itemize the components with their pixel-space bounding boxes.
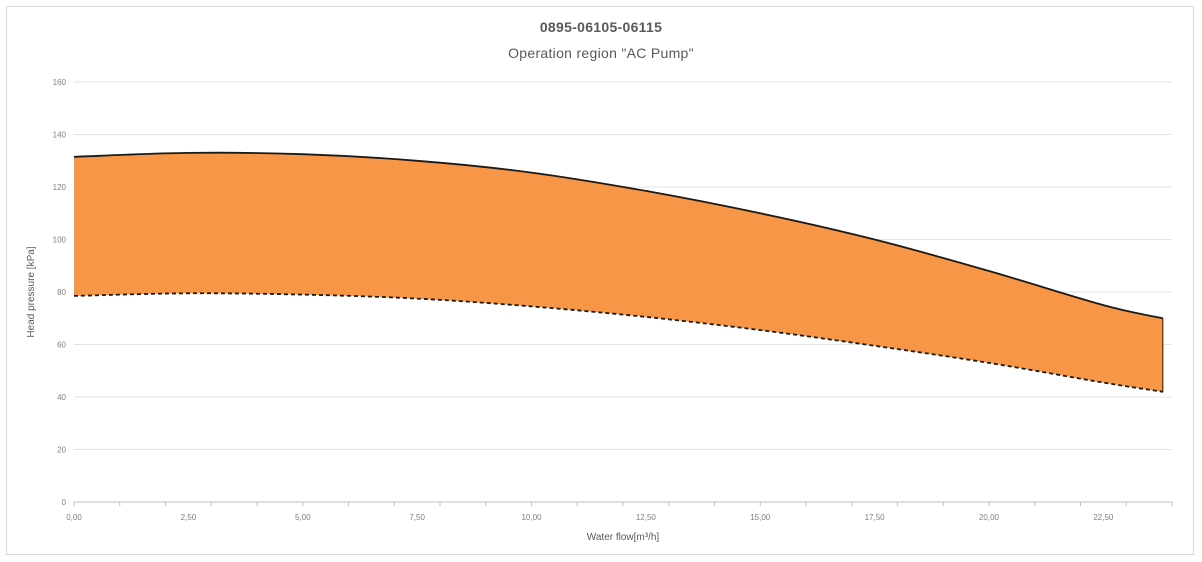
y-tick-label: 80 xyxy=(57,288,66,297)
min-head-curve xyxy=(73,292,1164,393)
x-tick-label: 15,00 xyxy=(750,513,771,522)
max-head-curve xyxy=(73,151,1164,320)
y-tick-label: 140 xyxy=(53,131,67,140)
chart-title: 0895-06105-06115 xyxy=(539,19,663,35)
y-axis-title: Head pressure [kPa] xyxy=(26,246,37,337)
chart-subtitle: Operation region "AC Pump" xyxy=(508,45,694,61)
y-tick-label: 40 xyxy=(57,393,66,402)
x-tick-label: 0,00 xyxy=(66,513,82,522)
x-tick-label: 22,50 xyxy=(1093,513,1114,522)
y-tick-label: 0 xyxy=(62,498,67,507)
x-tick-label: 17,50 xyxy=(865,513,886,522)
x-tick-label: 7,50 xyxy=(409,513,425,522)
x-tick-label: 20,00 xyxy=(979,513,1000,522)
axes: 0 20 40 60 80 100 120 140 160 0,00 2,50 5,00 7,50 10,… xyxy=(53,78,1173,522)
x-axis-title: Water flow[m³/h] xyxy=(587,532,660,543)
x-tick-label: 2,50 xyxy=(181,513,197,522)
x-tick-label: 5,00 xyxy=(295,513,311,522)
y-tick-label: 100 xyxy=(53,236,67,245)
y-tick-label: 160 xyxy=(53,78,67,87)
y-tick-label: 20 xyxy=(57,446,66,455)
y-tick-label: 120 xyxy=(53,183,67,192)
operation-region-fill xyxy=(74,152,1163,392)
x-tick-label: 12,50 xyxy=(636,513,657,522)
x-tick-label: 10,00 xyxy=(521,513,542,522)
y-tick-label: 60 xyxy=(57,341,66,350)
